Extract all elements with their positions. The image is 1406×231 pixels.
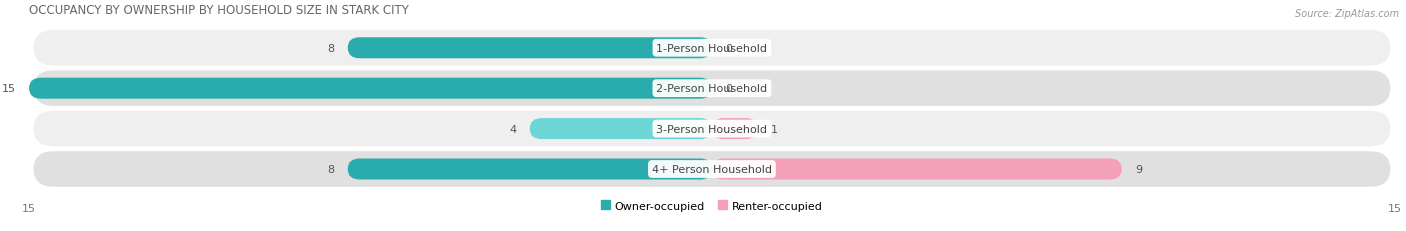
- FancyBboxPatch shape: [34, 111, 1391, 147]
- Text: 4: 4: [509, 124, 516, 134]
- FancyBboxPatch shape: [347, 159, 711, 180]
- Text: Source: ZipAtlas.com: Source: ZipAtlas.com: [1295, 9, 1399, 19]
- FancyBboxPatch shape: [34, 152, 1391, 187]
- FancyBboxPatch shape: [530, 119, 711, 140]
- Text: OCCUPANCY BY OWNERSHIP BY HOUSEHOLD SIZE IN STARK CITY: OCCUPANCY BY OWNERSHIP BY HOUSEHOLD SIZE…: [30, 4, 409, 17]
- Text: 2-Person Household: 2-Person Household: [657, 84, 768, 94]
- Text: 8: 8: [328, 164, 335, 174]
- FancyBboxPatch shape: [34, 71, 1391, 106]
- Text: 0: 0: [725, 84, 733, 94]
- Text: 15: 15: [1, 84, 15, 94]
- Legend: Owner-occupied, Renter-occupied: Owner-occupied, Renter-occupied: [602, 201, 823, 211]
- Text: 8: 8: [328, 44, 335, 54]
- FancyBboxPatch shape: [30, 78, 711, 99]
- FancyBboxPatch shape: [711, 159, 1122, 180]
- Text: 4+ Person Household: 4+ Person Household: [652, 164, 772, 174]
- Text: 1-Person Household: 1-Person Household: [657, 44, 768, 54]
- Text: 1: 1: [770, 124, 778, 134]
- Text: 3-Person Household: 3-Person Household: [657, 124, 768, 134]
- Text: 9: 9: [1135, 164, 1143, 174]
- FancyBboxPatch shape: [347, 38, 711, 59]
- Text: 0: 0: [725, 44, 733, 54]
- FancyBboxPatch shape: [711, 119, 758, 140]
- FancyBboxPatch shape: [34, 31, 1391, 66]
